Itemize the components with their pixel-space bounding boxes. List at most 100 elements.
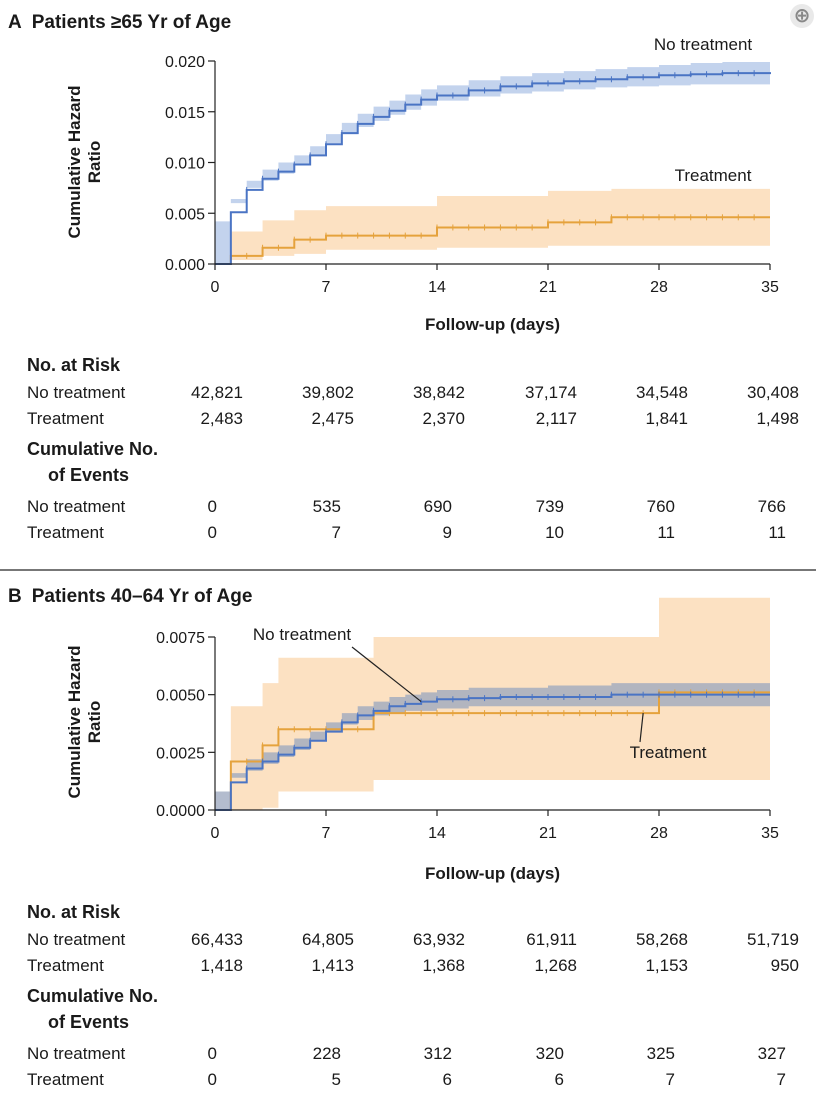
- risk-row-label: Treatment: [27, 956, 104, 975]
- zoom-in-icon[interactable]: ⊕: [790, 4, 814, 28]
- series-label: Treatment: [630, 743, 707, 762]
- risk-row-label: No treatment: [27, 930, 126, 949]
- x-tick-label: 0: [211, 825, 220, 842]
- events-cell: 325: [646, 1044, 675, 1063]
- events-cell: 760: [646, 497, 675, 516]
- events-cell: 7: [776, 1070, 786, 1089]
- events-cell: 10: [545, 523, 564, 542]
- events-cell: 11: [768, 523, 786, 542]
- events-cell: 7: [665, 1070, 675, 1089]
- events-cell: 0: [207, 1044, 217, 1063]
- panel-letter: B: [8, 586, 22, 607]
- risk-cell: 2,483: [200, 409, 243, 428]
- risk-cell: 64,805: [302, 930, 354, 949]
- panel-b: B Patients 40–64 Yr of Age Cumulative Haz…: [0, 574, 816, 1108]
- panel-title: A Patients ≥65 Yr of Age: [8, 12, 231, 34]
- events-cell: 7: [331, 523, 341, 542]
- x-tick-label: 21: [539, 825, 557, 842]
- series-line-no-treatment: [215, 693, 770, 811]
- ci-band-no-treatment: [215, 61, 770, 264]
- events-cell: 535: [312, 497, 341, 516]
- events-cell: 0: [207, 497, 217, 516]
- risk-cell: 39,802: [302, 383, 354, 402]
- events-heading: Cumulative No.: [27, 439, 159, 459]
- events-cell: 739: [535, 497, 564, 516]
- x-tick-label: 35: [761, 825, 779, 842]
- chart-a: 0 7 14 21 28 35 0.000 0.005 0.010 0.015 0.020 Follo…: [165, 35, 779, 334]
- risk-cell: 1,841: [645, 409, 688, 428]
- risk-cell: 58,268: [636, 930, 688, 949]
- risk-cell: 1,368: [422, 956, 465, 975]
- events-cell: 11: [657, 523, 675, 542]
- risk-cell: 2,117: [535, 409, 577, 428]
- panel-title-text: Patients 40–64 Yr of Age: [31, 586, 253, 607]
- panel-title-text: Patients ≥65 Yr of Age: [31, 12, 232, 33]
- events-cell: 327: [757, 1044, 786, 1063]
- y-tick-label: 0.020: [165, 54, 205, 71]
- x-tick-label: 14: [428, 279, 446, 296]
- events-heading: of Events: [48, 465, 130, 485]
- risk-cell: 38,842: [413, 383, 465, 402]
- events-cell: 0: [207, 1070, 217, 1089]
- risk-cell: 1,153: [645, 956, 688, 975]
- panel-letter: A: [8, 12, 22, 33]
- y-tick-label: 0.005: [165, 206, 205, 223]
- risk-cell: 66,433: [191, 930, 243, 949]
- risk-cell: 2,475: [311, 409, 354, 428]
- risk-cell: 42,821: [191, 383, 243, 402]
- risk-cell: 950: [770, 956, 799, 975]
- risk-cell: 2,370: [422, 409, 465, 428]
- x-axis-label: Follow-up (days): [425, 864, 560, 883]
- events-cell: 690: [423, 497, 452, 516]
- leader-line: [351, 646, 422, 703]
- risk-cell: 30,408: [747, 383, 799, 402]
- x-tick-label: 14: [428, 825, 446, 842]
- series-label: No treatment: [654, 35, 753, 54]
- risk-row-label: Treatment: [27, 409, 104, 428]
- x-tick-label: 28: [650, 279, 668, 296]
- series-label: Treatment: [675, 166, 752, 185]
- risk-row-label: No treatment: [27, 383, 126, 402]
- events-row-label: No treatment: [27, 497, 126, 516]
- risk-cell: 61,911: [526, 930, 577, 949]
- risk-cell: 1,268: [534, 956, 577, 975]
- x-tick-label: 0: [211, 279, 220, 296]
- events-row-label: No treatment: [27, 1044, 126, 1063]
- events-cell: 766: [757, 497, 786, 516]
- x-tick-label: 7: [322, 825, 331, 842]
- series-label: No treatment: [253, 625, 352, 644]
- x-tick-label: 35: [761, 279, 779, 296]
- risk-cell: 37,174: [525, 383, 577, 402]
- ci-band-treatment: [215, 188, 770, 264]
- risk-cell: 63,932: [413, 930, 465, 949]
- y-tick-label: 0.0025: [156, 745, 205, 762]
- risk-heading: No. at Risk: [27, 355, 121, 375]
- events-cell: 228: [312, 1044, 341, 1063]
- x-tick-label: 28: [650, 825, 668, 842]
- risk-cell: 51,719: [747, 930, 799, 949]
- risk-cell: 1,498: [756, 409, 799, 428]
- ci-band-no-treatment: [215, 683, 770, 810]
- leader-line: [639, 713, 644, 743]
- series-line-treatment: [215, 691, 770, 811]
- panel-a: A Patients ≥65 Yr of Age Cumulative Hazar…: [8, 12, 799, 542]
- panel-divider: [0, 569, 816, 571]
- y-tick-label: 0.0000: [156, 803, 205, 820]
- events-cell: 9: [442, 523, 452, 542]
- events-heading: of Events: [48, 1012, 130, 1032]
- events-row-label: Treatment: [27, 1070, 104, 1089]
- risk-cell: 1,418: [200, 956, 243, 975]
- events-cell: 5: [331, 1070, 341, 1089]
- events-heading: Cumulative No.: [27, 986, 159, 1006]
- y-tick-label: 0.000: [165, 257, 205, 274]
- y-tick-label: 0.010: [165, 156, 205, 173]
- events-cell: 6: [442, 1070, 452, 1089]
- x-axis-label: Follow-up (days): [425, 315, 560, 334]
- events-cell: 312: [423, 1044, 452, 1063]
- y-tick-label: 0.015: [165, 105, 205, 122]
- chart-b: 0 7 14 21 28 35 0.0000 0.0025 0.0050 0.0075 Follow…: [156, 597, 779, 883]
- events-row-label: Treatment: [27, 523, 104, 542]
- panel-title: B Patients 40–64 Yr of Age: [8, 586, 252, 608]
- risk-heading: No. at Risk: [27, 902, 121, 922]
- y-tick-label: 0.0050: [156, 688, 205, 705]
